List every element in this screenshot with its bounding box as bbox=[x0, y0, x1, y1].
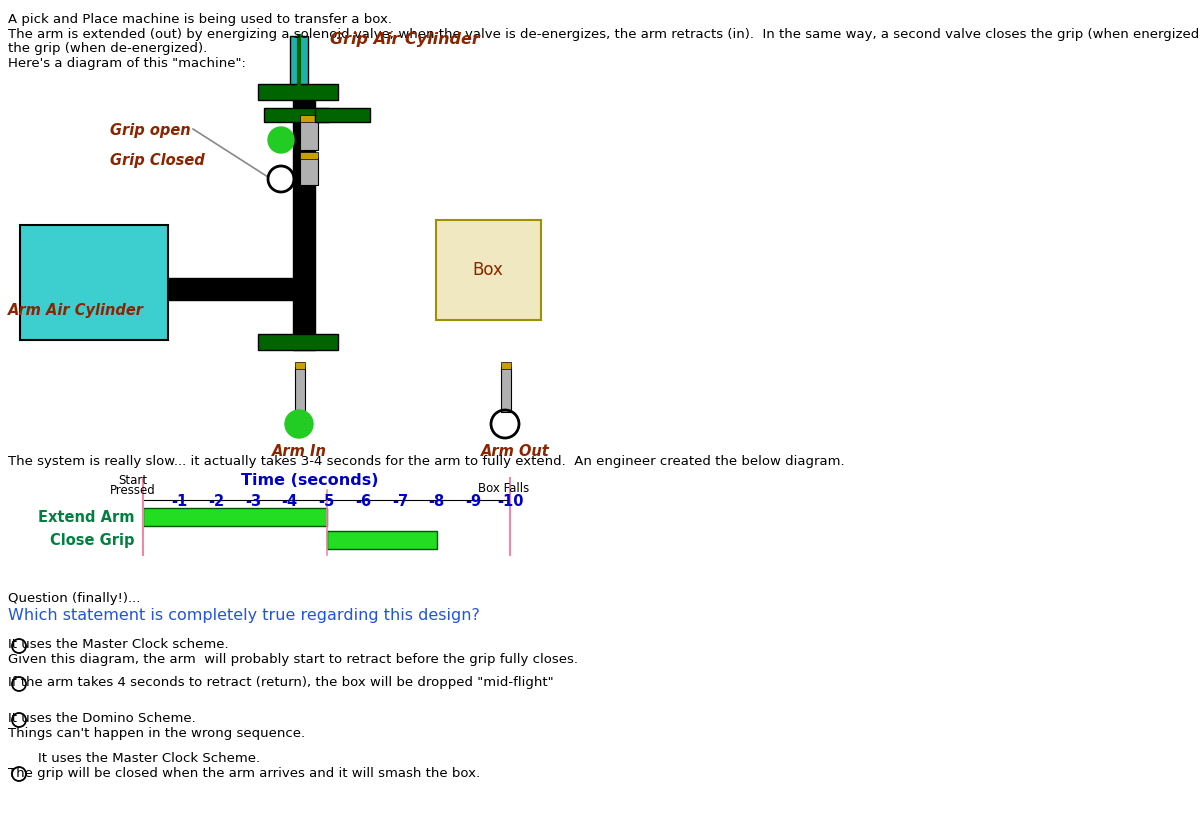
Text: It uses the Master Clock Scheme.: It uses the Master Clock Scheme. bbox=[38, 752, 260, 765]
Text: -3: -3 bbox=[245, 494, 262, 509]
Text: -7: -7 bbox=[392, 494, 408, 509]
Bar bbox=[264, 108, 329, 122]
Text: -10: -10 bbox=[497, 494, 523, 509]
Text: Given this diagram, the arm  will probably start to retract before the grip full: Given this diagram, the arm will probabl… bbox=[8, 653, 578, 666]
Text: Grip Air Cylinder: Grip Air Cylinder bbox=[330, 32, 480, 47]
Text: Arm Air Cylinder: Arm Air Cylinder bbox=[8, 302, 144, 318]
Text: The grip will be closed when the arm arrives and it will smash the box.: The grip will be closed when the arm arr… bbox=[8, 767, 480, 780]
Text: Time (seconds): Time (seconds) bbox=[241, 473, 379, 488]
Text: Question (finally!)...: Question (finally!)... bbox=[8, 592, 140, 605]
Bar bbox=[295, 367, 305, 412]
Text: Start: Start bbox=[119, 474, 148, 487]
Text: Box Falls: Box Falls bbox=[479, 482, 529, 495]
Text: Which statement is completely true regarding this design?: Which statement is completely true regar… bbox=[8, 608, 480, 623]
Bar bbox=[300, 152, 318, 159]
Bar bbox=[300, 157, 318, 185]
Text: The system is really slow... it actually takes 3-4 seconds for the arm to fully : The system is really slow... it actually… bbox=[8, 455, 845, 468]
Text: If the arm takes 4 seconds to retract (return), the box will be dropped "mid-fli: If the arm takes 4 seconds to retract (r… bbox=[8, 676, 553, 689]
Bar bbox=[168, 278, 295, 300]
Text: Box: Box bbox=[473, 261, 504, 279]
Text: the grip (when de-energized).: the grip (when de-energized). bbox=[8, 42, 208, 55]
Text: A pick and Place machine is being used to transfer a box.: A pick and Place machine is being used t… bbox=[8, 13, 392, 26]
Bar bbox=[314, 108, 370, 122]
Circle shape bbox=[268, 127, 294, 153]
Bar bbox=[20, 225, 168, 340]
Text: -1: -1 bbox=[172, 494, 188, 509]
Text: Extend Arm: Extend Arm bbox=[38, 510, 134, 524]
Bar bbox=[436, 220, 541, 320]
Bar bbox=[502, 367, 511, 412]
Bar bbox=[502, 362, 511, 369]
Bar bbox=[300, 115, 318, 122]
Text: Pressed: Pressed bbox=[110, 484, 156, 497]
Text: Grip Closed: Grip Closed bbox=[110, 153, 205, 167]
Bar bbox=[258, 334, 338, 350]
Bar bbox=[326, 531, 437, 549]
Text: -8: -8 bbox=[428, 494, 445, 509]
Text: -2: -2 bbox=[209, 494, 224, 509]
Text: -5: -5 bbox=[318, 494, 335, 509]
Text: It uses the Domino Scheme.: It uses the Domino Scheme. bbox=[8, 712, 196, 725]
Text: Things can't happen in the wrong sequence.: Things can't happen in the wrong sequenc… bbox=[8, 727, 305, 740]
Text: Close Grip: Close Grip bbox=[50, 533, 134, 548]
Bar bbox=[290, 36, 308, 84]
Text: It uses the Master Clock scheme.: It uses the Master Clock scheme. bbox=[8, 638, 229, 651]
Text: Grip open: Grip open bbox=[110, 123, 191, 138]
Bar bbox=[293, 85, 314, 350]
Text: -9: -9 bbox=[466, 494, 481, 509]
Text: Here's a diagram of this "machine":: Here's a diagram of this "machine": bbox=[8, 57, 246, 70]
Text: -6: -6 bbox=[355, 494, 371, 509]
Bar bbox=[258, 84, 338, 100]
Text: Arm Out: Arm Out bbox=[481, 444, 550, 459]
Circle shape bbox=[286, 410, 313, 438]
Bar bbox=[300, 120, 318, 150]
Text: -4: -4 bbox=[282, 494, 298, 509]
Bar bbox=[143, 508, 326, 526]
Text: The arm is extended (out) by energizing a solenoid valve; when the valve is de-e: The arm is extended (out) by energizing … bbox=[8, 28, 1200, 41]
Text: Arm In: Arm In bbox=[271, 444, 326, 459]
Bar bbox=[295, 362, 305, 369]
